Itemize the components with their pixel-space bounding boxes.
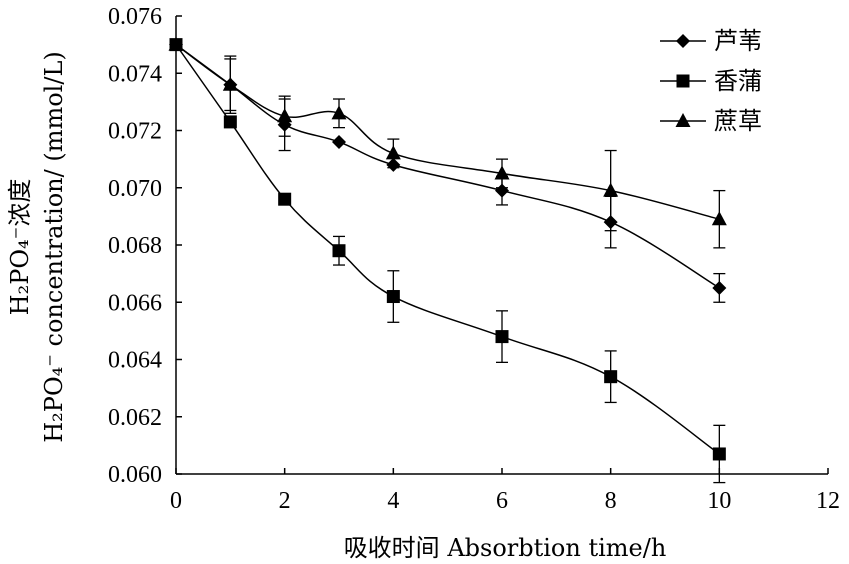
y-tick-label: 0.072 bbox=[108, 119, 162, 145]
y-tick-label: 0.060 bbox=[108, 462, 162, 488]
data-point-square bbox=[604, 370, 618, 384]
axes: 0 2 4 6 8 10 12 0.060 0.062 0.064 0.066 0.068 0.070 0… bbox=[108, 4, 840, 514]
data-point-square bbox=[712, 447, 726, 461]
legend-label: 香蒲 bbox=[714, 67, 762, 95]
x-tick-label: 8 bbox=[605, 488, 617, 514]
data-point-triangle bbox=[494, 165, 510, 180]
data-point-diamond bbox=[386, 157, 401, 172]
data-point-triangle bbox=[385, 145, 401, 160]
y-tick-label: 0.076 bbox=[108, 4, 162, 30]
data-point-square bbox=[332, 244, 346, 258]
x-tick-label: 4 bbox=[387, 488, 399, 514]
y-tick-label: 0.062 bbox=[108, 405, 162, 431]
data-point-triangle bbox=[331, 105, 347, 120]
y-tick-label: 0.068 bbox=[108, 233, 162, 259]
data-point-square bbox=[223, 115, 237, 129]
series-markers bbox=[168, 36, 727, 461]
data-point-square bbox=[278, 192, 292, 206]
x-tick-label: 10 bbox=[707, 488, 731, 514]
y-tick-label: 0.066 bbox=[108, 290, 162, 316]
data-point-square bbox=[386, 290, 400, 304]
series-line-0 bbox=[175, 44, 720, 289]
data-point-square bbox=[495, 330, 509, 344]
y-axis-title-line1: H₂PO₄⁻浓度 bbox=[6, 179, 34, 316]
y-tick-label: 0.074 bbox=[108, 61, 162, 87]
error-bars bbox=[224, 55, 726, 484]
y-tick-label: 0.070 bbox=[108, 176, 162, 202]
y-axis-title-line2: H₂PO₄⁻ concentration/ (mmol/L) bbox=[40, 51, 68, 443]
data-point-diamond bbox=[712, 280, 727, 295]
data-point-triangle bbox=[277, 108, 293, 123]
x-tick-label: 2 bbox=[279, 488, 291, 514]
series-lines bbox=[175, 44, 720, 455]
series-line-2 bbox=[175, 44, 720, 220]
data-point-triangle bbox=[603, 182, 619, 197]
data-point-triangle bbox=[168, 36, 184, 51]
data-point-diamond bbox=[603, 215, 618, 230]
legend-label: 芦苇 bbox=[714, 27, 762, 55]
data-point-diamond bbox=[332, 134, 346, 149]
x-tick-label: 0 bbox=[170, 488, 182, 514]
x-tick-label: 12 bbox=[816, 488, 840, 514]
y-tick-label: 0.064 bbox=[108, 348, 162, 374]
legend-marker-diamond bbox=[676, 34, 690, 48]
legend-marker-square bbox=[676, 74, 690, 88]
x-tick-label: 6 bbox=[496, 488, 508, 514]
legend-label: 蔗草 bbox=[714, 107, 762, 135]
data-point-triangle bbox=[711, 211, 727, 226]
data-point-diamond bbox=[495, 183, 509, 198]
data-point-triangle bbox=[222, 76, 238, 91]
legend-marker-triangle bbox=[675, 113, 691, 127]
x-axis-title: 吸收时间 Absorbtion time/h bbox=[344, 534, 667, 562]
